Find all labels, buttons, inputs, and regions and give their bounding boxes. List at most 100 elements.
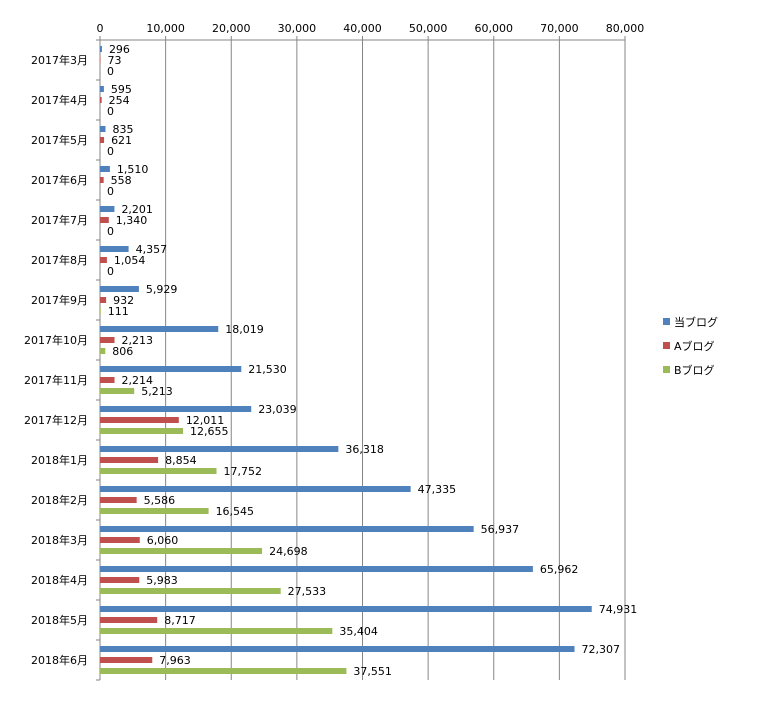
bar xyxy=(100,566,533,572)
bar xyxy=(100,366,242,372)
category-label: 2018年5月 xyxy=(31,613,88,627)
bar-value-label: 21,530 xyxy=(248,363,287,376)
bar-value-label: 8,717 xyxy=(164,614,196,627)
bar-value-label: 558 xyxy=(111,174,132,187)
bar xyxy=(100,388,135,394)
bar-value-label: 5,983 xyxy=(146,574,178,587)
category-label: 2017年12月 xyxy=(24,413,88,427)
bar xyxy=(100,137,105,143)
bar-value-label: 2,213 xyxy=(122,334,154,347)
bar xyxy=(100,126,106,132)
bar xyxy=(100,628,333,634)
bar xyxy=(100,348,106,354)
bar-value-label: 24,698 xyxy=(269,545,308,558)
bar xyxy=(100,468,217,474)
category-label: 2017年11月 xyxy=(24,373,88,387)
bar xyxy=(100,326,219,332)
bar xyxy=(100,508,209,514)
bar-value-label: 0 xyxy=(107,185,114,198)
x-tick-label: 0 xyxy=(97,22,104,35)
category-label: 2017年3月 xyxy=(31,53,88,67)
bar-value-label: 74,931 xyxy=(599,603,638,616)
x-tick-label: 10,000 xyxy=(146,22,185,35)
bars xyxy=(100,46,592,674)
bar-value-label: 27,533 xyxy=(288,585,327,598)
bar xyxy=(100,526,474,532)
category-label: 2018年6月 xyxy=(31,653,88,667)
bar-value-label: 1,510 xyxy=(117,163,149,176)
x-tick-label: 20,000 xyxy=(212,22,251,35)
bar-value-label: 254 xyxy=(109,94,130,107)
bar-value-label: 7,963 xyxy=(159,654,191,667)
category-label: 2018年2月 xyxy=(31,493,88,507)
bar-value-label: 6,060 xyxy=(147,534,179,547)
bar-value-label: 36,318 xyxy=(345,443,384,456)
bar xyxy=(100,577,140,583)
bar-value-label: 4,357 xyxy=(136,243,168,256)
x-tick-label: 30,000 xyxy=(278,22,317,35)
bar xyxy=(100,86,104,92)
bar xyxy=(100,606,592,612)
bar-value-label: 72,307 xyxy=(582,643,621,656)
bar xyxy=(100,497,137,503)
legend-swatch xyxy=(663,318,670,325)
bar-value-label: 932 xyxy=(113,294,134,307)
bar xyxy=(100,286,139,292)
category-label: 2017年8月 xyxy=(31,253,88,267)
bar-value-label: 23,039 xyxy=(258,403,297,416)
category-labels: 2017年3月 2017年4月 2017年5月 2017年6月 2017年7月 2017年… xyxy=(24,53,88,667)
bar-value-label: 1,340 xyxy=(116,214,148,227)
bar xyxy=(100,206,115,212)
legend-label: Aブログ xyxy=(674,339,715,353)
bar-value-label: 2,201 xyxy=(121,203,153,216)
bar xyxy=(100,417,179,423)
bar-value-label: 12,655 xyxy=(190,425,229,438)
x-tick-label: 40,000 xyxy=(343,22,382,35)
legend-label: 当ブログ xyxy=(674,315,718,329)
bar-value-label: 5,586 xyxy=(144,494,176,507)
bar xyxy=(100,308,101,314)
legend-swatch xyxy=(663,342,670,349)
bar-value-label: 0 xyxy=(107,225,114,238)
category-label: 2017年5月 xyxy=(31,133,88,147)
bar xyxy=(100,548,263,554)
bar-value-label: 0 xyxy=(107,105,114,118)
category-label: 2018年4月 xyxy=(31,573,88,587)
category-label: 2017年6月 xyxy=(31,173,88,187)
x-tick-label: 80,000 xyxy=(606,22,645,35)
bar-value-label: 17,752 xyxy=(223,465,262,478)
bar-value-label: 5,929 xyxy=(146,283,178,296)
bar xyxy=(100,177,104,183)
bar xyxy=(100,46,102,52)
bar xyxy=(100,377,115,383)
bar-value-label: 18,019 xyxy=(225,323,264,336)
bar-value-label: 835 xyxy=(112,123,133,136)
bar xyxy=(100,668,347,674)
bar xyxy=(100,457,159,463)
category-label: 2018年3月 xyxy=(31,533,88,547)
x-tick-label: 70,000 xyxy=(540,22,579,35)
bar-value-label: 35,404 xyxy=(339,625,378,638)
bar xyxy=(100,406,252,412)
category-label: 2017年7月 xyxy=(31,213,88,227)
bar-value-label: 12,011 xyxy=(186,414,225,427)
bar xyxy=(100,97,102,103)
bar-value-label: 0 xyxy=(107,65,114,78)
legend-swatch xyxy=(663,366,670,373)
bar-value-label: 0 xyxy=(107,265,114,278)
bar xyxy=(100,337,115,343)
bar-value-label: 111 xyxy=(108,305,129,318)
bar-value-label: 5,213 xyxy=(141,385,173,398)
bar xyxy=(100,537,140,543)
bar-value-label: 806 xyxy=(112,345,133,358)
bar xyxy=(100,617,158,623)
bar-value-label: 73 xyxy=(107,54,121,67)
bar xyxy=(100,428,184,434)
bar-value-label: 56,937 xyxy=(481,523,520,536)
category-label: 2017年4月 xyxy=(31,93,88,107)
bar xyxy=(100,588,281,594)
legend: 当ブログ Aブログ Bブログ xyxy=(663,315,718,377)
category-label: 2018年1月 xyxy=(31,453,88,467)
bar-value-label: 0 xyxy=(107,145,114,158)
